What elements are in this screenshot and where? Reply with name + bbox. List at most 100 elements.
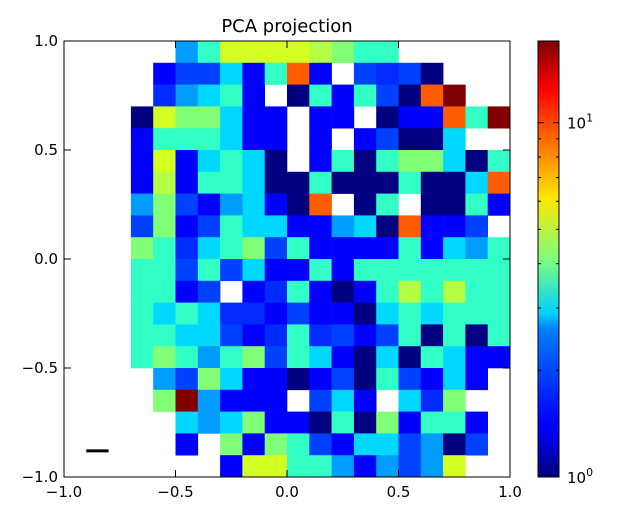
heatmap-cell: [443, 106, 466, 129]
heatmap-cell: [487, 237, 511, 260]
heatmap-cell: [376, 259, 399, 282]
heatmap-cell: [175, 346, 199, 369]
heatmap-cell: [264, 171, 288, 194]
heatmap-cell: [242, 237, 265, 260]
heatmap-cell: [376, 302, 399, 325]
heatmap-cell: [331, 237, 355, 260]
heatmap-cell: [309, 259, 332, 282]
heatmap-cell: [287, 346, 310, 369]
heatmap-cell: [287, 302, 310, 325]
heatmap-cell: [309, 368, 332, 391]
heatmap-cell: [487, 259, 511, 282]
heatmap-cell: [242, 41, 265, 64]
heatmap-cell: [465, 193, 488, 216]
heatmap-cell: [153, 389, 176, 412]
heatmap-cell: [242, 106, 265, 129]
heatmap-cell: [242, 193, 265, 216]
y-tick-label: −0.5: [22, 359, 58, 377]
heatmap-cell: [331, 215, 355, 238]
heatmap-cell: [175, 41, 199, 64]
heatmap-cell: [264, 280, 288, 303]
heatmap-cell: [465, 411, 488, 434]
heatmap-cell: [331, 411, 355, 434]
heatmap-cell: [331, 302, 355, 325]
heatmap-cell: [309, 215, 332, 238]
heatmap-cell: [287, 411, 310, 434]
heatmap-cell: [465, 106, 488, 129]
heatmap-cell: [220, 150, 243, 173]
heatmap-cell: [465, 171, 488, 194]
heatmap-cell: [153, 128, 176, 151]
colorbar-tick-label: 100: [567, 466, 593, 487]
heatmap-cell: [398, 171, 422, 194]
heatmap-cell: [264, 455, 288, 478]
colorbar: [537, 40, 560, 478]
heatmap-cell: [130, 259, 154, 282]
heatmap-cell: [242, 84, 265, 107]
heatmap-cell: [487, 346, 511, 369]
heatmap-cell: [376, 84, 399, 107]
heatmap-cell: [242, 455, 265, 478]
heatmap-cell: [398, 280, 422, 303]
heatmap-cell: [153, 215, 176, 238]
heatmap-cell: [242, 171, 265, 194]
heatmap-cell: [376, 237, 399, 260]
heatmap-cell: [420, 302, 444, 325]
y-tick-label: 1.0: [34, 32, 58, 50]
heatmap-cell: [153, 324, 176, 347]
heatmap-cell: [420, 150, 444, 173]
heatmap-cell: [264, 62, 288, 85]
heatmap-cell: [197, 150, 221, 173]
heatmap-cell: [420, 280, 444, 303]
heatmap-cell: [130, 215, 154, 238]
heatmap-cell: [242, 62, 265, 85]
heatmap-cell: [220, 84, 243, 107]
heatmap-cell: [353, 455, 377, 478]
heatmap-cell: [465, 302, 488, 325]
heatmap-cell: [353, 280, 377, 303]
heatmap-cell: [175, 62, 199, 85]
heatmap-cell: [175, 128, 199, 151]
heatmap-cell: [220, 237, 243, 260]
heatmap-cell: [153, 171, 176, 194]
heatmap-cell: [376, 280, 399, 303]
heatmap-cell: [331, 346, 355, 369]
heatmap-cell: [309, 455, 332, 478]
heatmap-cell: [153, 106, 176, 129]
heatmap-cell: [353, 259, 377, 282]
heatmap-cell: [242, 368, 265, 391]
heatmap-cell: [220, 41, 243, 64]
heatmap-cell: [465, 280, 488, 303]
heatmap-cell: [130, 280, 154, 303]
heatmap-cell: [353, 150, 377, 173]
heatmap-cell: [309, 346, 332, 369]
heatmap-cell: [220, 106, 243, 129]
heatmap-cell: [420, 411, 444, 434]
heatmap-cell: [197, 389, 221, 412]
heatmap-cell: [264, 324, 288, 347]
heatmap-cell: [287, 41, 310, 64]
heatmap-cell: [197, 346, 221, 369]
heatmap-cell: [197, 62, 221, 85]
heatmap-cell: [420, 128, 444, 151]
heatmap-cell: [353, 411, 377, 434]
heatmap-cell: [130, 171, 154, 194]
heatmap-cell: [309, 84, 332, 107]
heatmap-cell: [175, 171, 199, 194]
heatmap-cell: [153, 84, 176, 107]
heatmap-cell: [264, 346, 288, 369]
heatmap-cell: [331, 41, 355, 64]
heatmap-cell: [465, 433, 488, 456]
heatmap-cell: [398, 433, 422, 456]
heatmap-cell: [309, 62, 332, 85]
heatmap-cell: [420, 84, 444, 107]
heatmap-cell: [264, 215, 288, 238]
heatmap-cell: [398, 324, 422, 347]
heatmap-cell: [197, 411, 221, 434]
heatmap-cell: [443, 346, 466, 369]
heatmap-cell: [197, 259, 221, 282]
x-tick-label: 0.5: [387, 483, 411, 501]
heatmap-cell: [175, 215, 199, 238]
heatmap-cell: [353, 215, 377, 238]
heatmap-cell: [353, 433, 377, 456]
